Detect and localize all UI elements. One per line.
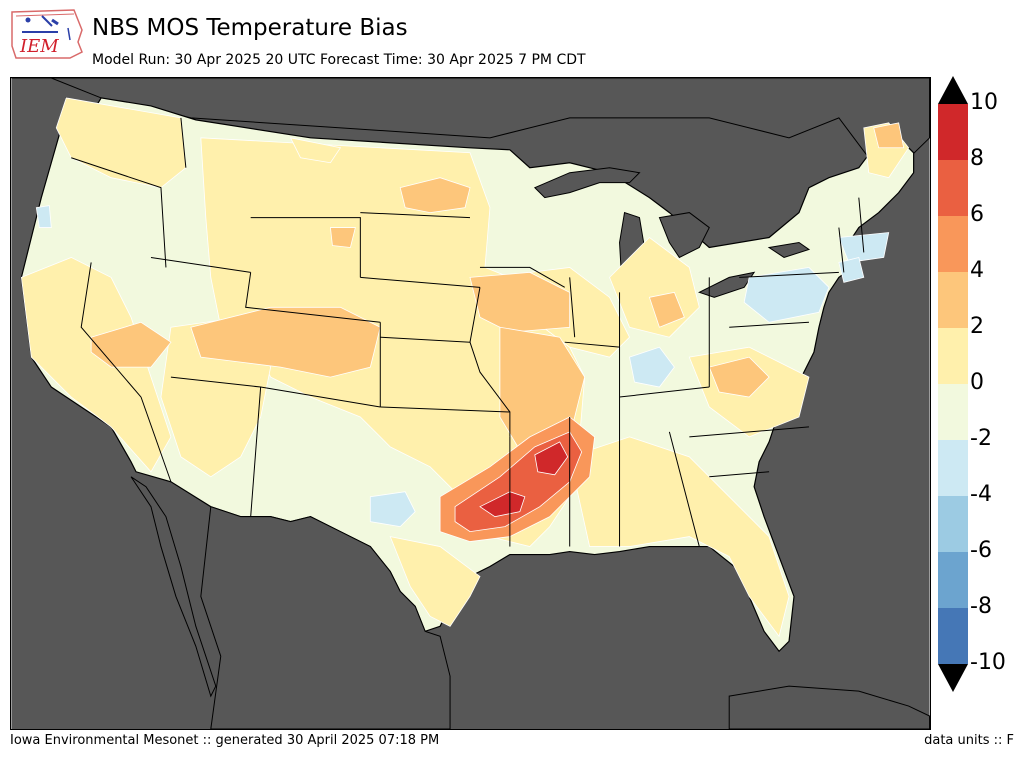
cuba <box>728 685 930 729</box>
colorbar-bin <box>938 608 968 664</box>
colorbar-tick-label: 8 <box>970 146 984 171</box>
colorbar-bin <box>938 496 968 552</box>
state-boundaries <box>71 117 865 547</box>
logo-text: IEM <box>19 36 59 57</box>
colorbar-tick-label: -8 <box>970 594 992 619</box>
bias-minus-2-to-minus-4-areas <box>35 205 890 528</box>
temperature-bias-map <box>10 77 931 730</box>
lake-ontario <box>767 241 811 258</box>
colorbar-bin <box>938 440 968 496</box>
lake-huron <box>658 212 710 259</box>
lake-superior <box>533 167 641 199</box>
colorbar-bin <box>938 216 968 272</box>
footer-source: Iowa Environmental Mesonet :: generated … <box>10 733 440 748</box>
colorbar-tick-label: 10 <box>970 90 998 115</box>
colorbar-over-arrow <box>938 76 968 104</box>
colorbar-bin <box>938 328 968 384</box>
iem-logo: IEM <box>11 9 83 59</box>
colorbar <box>938 76 968 692</box>
colorbar-under-arrow <box>938 664 968 692</box>
map-subtitle: Model Run: 30 Apr 2025 20 UTC Forecast T… <box>92 52 586 68</box>
colorbar-tick-label: -10 <box>970 650 1006 675</box>
colorbar-bin <box>938 384 968 440</box>
colorbar-bin <box>938 104 968 160</box>
colorbar-bin <box>938 160 968 216</box>
colorbar-tick-label: 0 <box>970 370 984 395</box>
colorbar-tick-label: 2 <box>970 314 984 339</box>
colorbar-bin <box>938 552 968 608</box>
baja-california <box>130 476 217 698</box>
mexico-mainland <box>200 506 451 729</box>
map-title: NBS MOS Temperature Bias <box>92 15 408 41</box>
colorbar-tick-label: 4 <box>970 258 984 283</box>
colorbar-tick-label: -6 <box>970 538 992 563</box>
colorbar-tick-label: -4 <box>970 482 992 507</box>
bias-8-to-10-area <box>479 441 569 518</box>
colorbar-bin <box>938 272 968 328</box>
colorbar-tick-label: 6 <box>970 202 984 227</box>
colorbar-tick-label: -2 <box>970 426 992 451</box>
footer-units: data units :: F <box>924 733 1014 748</box>
